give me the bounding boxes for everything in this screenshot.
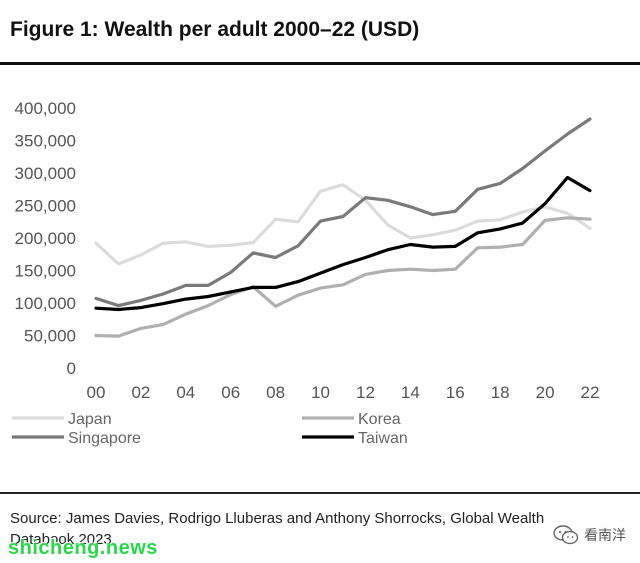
x-tick-label: 12 [356, 383, 375, 402]
x-tick-label: 00 [87, 383, 106, 402]
series-lines [94, 117, 592, 338]
x-tick-label: 16 [446, 383, 465, 402]
series-line-japan [94, 183, 592, 266]
account-watermark: 看南洋 [553, 525, 626, 545]
account-name: 看南洋 [584, 528, 626, 544]
x-tick-label: 14 [401, 383, 420, 402]
legend-label-japan: Japan [68, 411, 112, 428]
y-tick-label: 100,000 [15, 294, 76, 313]
source-note: Source: James Davies, Rodrigo Lluberas a… [10, 510, 545, 548]
y-tick-label: 350,000 [15, 132, 76, 151]
source-divider [0, 492, 640, 494]
x-axis: 00 02 04 06 08 10 12 14 16 18 20 22 [87, 383, 600, 402]
x-tick-label: 06 [221, 383, 240, 402]
x-tick-label: 18 [491, 383, 510, 402]
wechat-icon [553, 525, 579, 545]
legend: Japan Korea Singapore Taiwan [12, 411, 408, 447]
title-divider [0, 62, 640, 65]
series-line-singapore [94, 117, 592, 308]
y-tick-label: 250,000 [15, 197, 76, 216]
legend-label-taiwan: Taiwan [358, 430, 408, 447]
x-tick-label: 08 [266, 383, 285, 402]
series-line-korea [94, 216, 592, 338]
y-tick-label: 150,000 [15, 262, 76, 281]
y-tick-label: 0 [67, 359, 76, 378]
x-tick-label: 20 [536, 383, 555, 402]
y-tick-label: 400,000 [15, 99, 76, 118]
y-tick-label: 50,000 [24, 327, 76, 346]
y-tick-label: 200,000 [15, 229, 76, 248]
x-tick-label: 02 [131, 383, 150, 402]
site-watermark: shicheng.news [8, 537, 158, 559]
x-tick-label: 10 [311, 383, 330, 402]
x-tick-label: 04 [176, 383, 195, 402]
y-axis: 0 50,000 100,000 150,000 200,000 250,000 300,0… [15, 99, 76, 378]
figure-title: Figure 1: Wealth per adult 2000–22 (USD) [10, 18, 420, 41]
legend-label-korea: Korea [358, 411, 401, 428]
series-line-taiwan [94, 175, 592, 312]
x-tick-label: 22 [581, 383, 600, 402]
y-tick-label: 300,000 [15, 164, 76, 183]
legend-label-singapore: Singapore [68, 430, 141, 447]
line-chart: 0 50,000 100,000 150,000 200,000 250,000 300,0… [12, 99, 600, 447]
